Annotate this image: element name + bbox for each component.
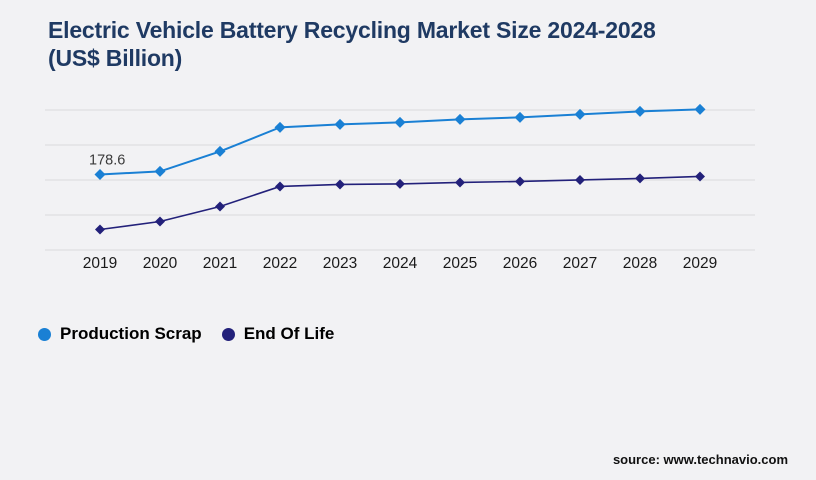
data-point-marker [274, 121, 286, 133]
x-tick-label: 2021 [203, 255, 237, 272]
x-tick-label: 2027 [563, 255, 597, 272]
point-annotation: 178.6 [89, 152, 125, 168]
x-tick-label: 2028 [623, 255, 657, 272]
chart-title-line2: (US$ Billion) [48, 45, 183, 71]
data-point-marker [635, 173, 645, 184]
x-tick-label: 2025 [443, 255, 477, 272]
end-of-life-dot-icon [221, 327, 235, 341]
source-attribution: source: www.technavio.com [612, 452, 788, 467]
x-tick-label: 2023 [323, 255, 357, 272]
data-point-marker [694, 103, 706, 115]
x-tick-label: 2019 [83, 255, 117, 272]
data-point-marker [95, 224, 105, 235]
legend-item-production-scrap: Production Scrap [38, 324, 202, 344]
data-point-marker [574, 108, 586, 120]
data-point-marker [514, 111, 526, 123]
line-chart: 2019 2020 2021 2022 2023 2024 2025 2026 2027 2028… [45, 103, 755, 272]
data-point-marker [455, 177, 465, 188]
x-tick-label: 2024 [383, 255, 418, 272]
data-point-marker [515, 176, 525, 187]
chart-title-line1: Electric Vehicle Battery Recycling Marke… [48, 17, 656, 43]
x-tick-label: 2022 [263, 255, 297, 272]
data-point-marker [155, 216, 165, 227]
data-point-marker [575, 174, 585, 185]
x-tick-label: 2026 [503, 255, 537, 272]
data-point-marker [215, 201, 225, 212]
legend-label: Production Scrap [60, 324, 202, 343]
x-tick-label: 2020 [143, 255, 178, 272]
data-point-marker [154, 165, 166, 177]
data-point-marker [335, 179, 345, 190]
data-point-marker [334, 118, 346, 130]
data-point-marker [395, 178, 405, 189]
data-point-marker [275, 181, 285, 192]
x-tick-label: 2029 [683, 255, 717, 272]
data-point-marker [94, 168, 106, 180]
legend-label: End Of Life [243, 324, 335, 343]
legend-item-end-of-life: End Of Life [221, 324, 335, 344]
data-point-marker [214, 145, 226, 157]
chart-title: Electric Vehicle Battery Recycling Marke… [48, 16, 758, 72]
data-point-marker [634, 105, 646, 117]
data-point-marker [695, 171, 705, 182]
chart-legend: Production Scrap End Of Life [38, 324, 334, 344]
data-point-marker [454, 113, 466, 125]
production-scrap-dot-icon [38, 327, 51, 341]
data-point-marker [394, 116, 406, 128]
